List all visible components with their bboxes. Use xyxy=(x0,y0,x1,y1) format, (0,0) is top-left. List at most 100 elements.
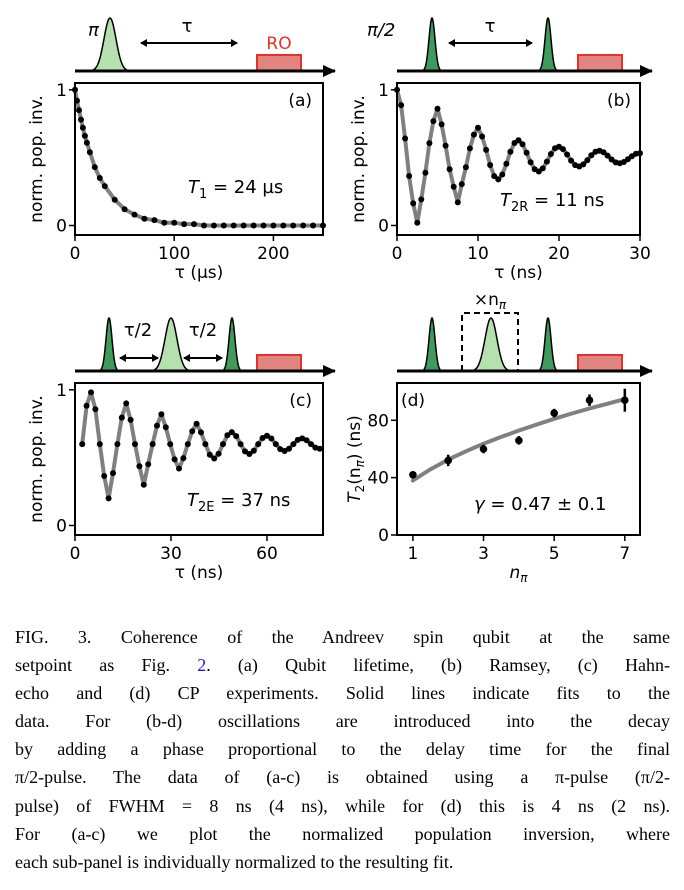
data-point xyxy=(487,162,494,168)
annotation-symbol: T xyxy=(188,177,201,198)
y-tick-label: 0 xyxy=(56,517,67,537)
data-point xyxy=(438,121,445,128)
data-point xyxy=(114,441,121,448)
data-point xyxy=(300,222,307,229)
data-point xyxy=(600,149,607,156)
data-point xyxy=(479,445,488,453)
fit-line xyxy=(73,87,325,228)
caption-text: setpoint as Fig. xyxy=(15,655,198,676)
data-point xyxy=(290,441,297,448)
data-point xyxy=(83,402,90,409)
caption-line: pulse) of FWHM = 8 ns (4 ns), while for … xyxy=(15,795,670,816)
y-label-midsub: π xyxy=(353,459,367,467)
data-point xyxy=(414,219,421,226)
data-point xyxy=(189,428,196,435)
data-point xyxy=(519,141,526,148)
data-point xyxy=(564,151,571,158)
data-point xyxy=(162,424,169,431)
y-label-mid: (n xyxy=(345,467,365,484)
data-point xyxy=(176,465,182,472)
data-point xyxy=(479,133,486,140)
data-point xyxy=(272,441,279,448)
y-tick-label: 40 xyxy=(367,469,389,489)
data-point xyxy=(154,422,160,429)
y-tick-label: 1 xyxy=(56,381,67,401)
half-pi-pulse xyxy=(536,16,560,72)
half-pi-pulse xyxy=(420,316,444,372)
readout-pulse xyxy=(256,354,302,372)
readout-pulse xyxy=(256,54,302,72)
fit-annotation: T2E = 37 ns xyxy=(187,490,290,515)
delay-label-tau-b: τ xyxy=(485,16,496,37)
data-point xyxy=(145,461,152,468)
data-point xyxy=(483,146,490,153)
data-point xyxy=(78,116,84,123)
data-point xyxy=(81,132,88,139)
data-point xyxy=(418,196,425,203)
panel-label: (b) xyxy=(607,91,631,111)
data-point xyxy=(101,473,108,479)
data-point xyxy=(260,222,267,229)
data-point xyxy=(523,149,530,156)
data-point xyxy=(310,222,317,229)
data-point xyxy=(246,451,253,457)
data-point xyxy=(161,219,168,226)
annotation-value: = 24 µs xyxy=(207,177,283,198)
data-point xyxy=(462,164,469,171)
pulse-label-pi: π xyxy=(88,20,100,41)
panel-label: (a) xyxy=(288,91,312,111)
delay-label-half-tau-2: τ/2 xyxy=(189,320,217,341)
data-point xyxy=(211,455,218,462)
data-point xyxy=(398,102,405,109)
data-point xyxy=(230,222,237,229)
data-point xyxy=(202,441,209,448)
pi-pulse xyxy=(147,317,195,372)
y-axis-label: norm. pop. inv. xyxy=(349,95,369,223)
axes-frame xyxy=(74,82,324,236)
data-point xyxy=(584,157,591,164)
y-axis-label: T2(nπ) (ns) xyxy=(345,415,367,503)
fit-annotation: T1 = 24 µs xyxy=(188,177,283,202)
data-point xyxy=(127,416,134,423)
data-point xyxy=(250,222,257,229)
x-tick-label: 30 xyxy=(629,244,651,264)
data-point xyxy=(426,140,433,147)
data-point xyxy=(621,396,629,405)
half-pi-pulse xyxy=(220,316,244,372)
panel-label: (c) xyxy=(289,391,312,411)
data-point xyxy=(539,165,546,172)
data-point xyxy=(206,451,213,458)
caption-text: . (a) Qubit lifetime, (b) Ramsey, (c) Ha… xyxy=(206,655,670,676)
data-point xyxy=(507,148,514,155)
data-point xyxy=(79,441,86,448)
data-point xyxy=(499,171,506,178)
data-point xyxy=(588,152,595,159)
data-point xyxy=(406,173,413,179)
y-tick-label: 1 xyxy=(56,81,67,101)
x-tick-label: 7 xyxy=(619,544,630,564)
data-point xyxy=(198,429,204,436)
data-point xyxy=(167,441,174,448)
data-point xyxy=(105,495,112,502)
delay-label-tau-a: τ xyxy=(182,16,193,37)
data-point xyxy=(220,441,226,448)
data-point xyxy=(402,135,409,142)
x-axis-label-symbol: n xyxy=(509,563,520,583)
data-point xyxy=(458,181,465,188)
data-point xyxy=(290,222,297,229)
data-point xyxy=(242,448,248,455)
data-point xyxy=(101,183,108,190)
data-point xyxy=(466,145,473,152)
data-point xyxy=(604,152,611,159)
caption-line: by adding a phase proportional to the de… xyxy=(15,739,670,760)
data-point xyxy=(191,221,197,228)
figure-reference-link[interactable]: 2 xyxy=(197,655,207,676)
data-point xyxy=(224,432,231,439)
delay-label-half-tau-1: τ/2 xyxy=(124,320,152,341)
fit-annotation: T2R = 11 ns xyxy=(500,190,604,215)
data-point xyxy=(491,173,498,180)
pulse-sequences xyxy=(75,16,653,377)
y-tick-label: 0 xyxy=(56,217,67,237)
